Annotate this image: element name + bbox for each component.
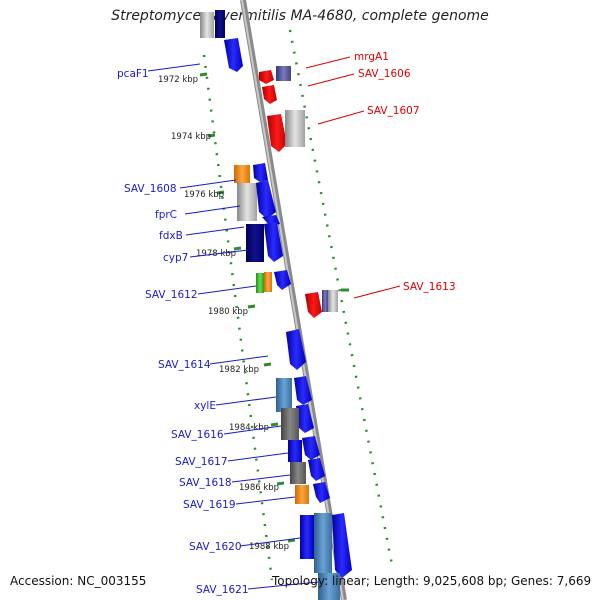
topology-label: Topology: linear; Length: 9,025,608 bp; … — [272, 574, 592, 588]
scale-label-1980: 1980 kbp — [208, 307, 248, 317]
gene-block-orange[interactable] — [264, 272, 272, 292]
label-connectors — [147, 56, 401, 590]
gene-label-pcaF1[interactable]: pcaF1 — [117, 68, 149, 80]
gene-label-fdxB[interactable]: fdxB — [159, 230, 183, 242]
scale-label-1986: 1986 kbp — [239, 483, 279, 493]
gene-arrow-fprC[interactable] — [256, 180, 276, 219]
gene-label-SAV_1621[interactable]: SAV_1621 — [196, 584, 249, 596]
gene-label-SAV_1620[interactable]: SAV_1620 — [189, 541, 242, 553]
gene-arrow[interactable] — [253, 163, 268, 182]
scale-label-1976: 1976 kbp — [184, 190, 224, 200]
gene-block[interactable] — [200, 12, 214, 38]
gene-block-SAV_1613b[interactable] — [328, 290, 338, 312]
gene-block-SAV_1616[interactable] — [281, 408, 299, 440]
gene-block-SAV_1619[interactable] — [295, 485, 309, 504]
gene-block-mrgA1[interactable] — [276, 66, 291, 81]
gene-arrow-SAV_1606[interactable] — [262, 85, 277, 104]
gene-label-mrgA1[interactable]: mrgA1 — [354, 51, 389, 63]
gene-block-SAV_1613[interactable] — [322, 290, 328, 312]
gene-arrow[interactable] — [296, 404, 314, 433]
gene-label-cyp7[interactable]: cyp7 — [163, 252, 188, 264]
gene-arrow-SAV_1620[interactable] — [332, 513, 352, 578]
gene-block[interactable] — [215, 10, 225, 38]
gene-block-SAV_1621[interactable] — [318, 573, 340, 600]
gene-arrow-SAV_1613[interactable] — [305, 292, 322, 318]
gene-arrow-SAV_1614[interactable] — [286, 329, 306, 370]
gene-label-SAV_1606[interactable]: SAV_1606 — [358, 68, 411, 80]
gene-label-SAV_1612[interactable]: SAV_1612 — [145, 289, 198, 301]
gene-block-cyp7[interactable] — [246, 224, 264, 262]
scale-label-1988: 1988 kbp — [249, 542, 289, 552]
gene-arrow-SAV_1617[interactable] — [302, 436, 320, 460]
gene-block-SAV_1618[interactable] — [290, 462, 306, 484]
gene-block-SAV_1607-grey[interactable] — [285, 110, 305, 147]
gene-label-xylE[interactable]: xylE — [194, 400, 216, 412]
gene-label-SAV_1618[interactable]: SAV_1618 — [179, 477, 232, 489]
gene-block-SAV_1608[interactable] — [237, 183, 257, 221]
gene-label-SAV_1617[interactable]: SAV_1617 — [175, 456, 228, 468]
gene-arrow-SAV_1612[interactable] — [274, 270, 291, 290]
gene-arrow[interactable] — [224, 38, 243, 72]
gene-arrow[interactable] — [313, 482, 330, 503]
gene-arrow-mrgA1[interactable] — [259, 70, 274, 84]
scale-label-1972: 1972 kbp — [158, 75, 198, 85]
gene-block-orange[interactable] — [234, 165, 250, 183]
gene-block-SAV_1620[interactable] — [300, 515, 314, 559]
scale-line-left — [202, 54, 274, 581]
gene-arrow[interactable] — [294, 376, 312, 405]
gene-block-green[interactable] — [256, 273, 264, 293]
scale-ticks — [199, 72, 349, 543]
scale-label-1984: 1984 kbp — [229, 423, 269, 433]
gene-label-SAV_1619[interactable]: SAV_1619 — [183, 499, 236, 511]
gene-label-fprC[interactable]: fprC — [155, 209, 177, 221]
backbone-highlight — [241, 0, 344, 600]
gene-label-SAV_1616[interactable]: SAV_1616 — [171, 429, 224, 441]
gene-label-SAV_1613[interactable]: SAV_1613 — [403, 281, 456, 293]
accession-label: Accession: NC_003155 — [10, 574, 147, 588]
scale-label-1982: 1982 kbp — [219, 365, 259, 375]
scale-label-1974: 1974 kbp — [171, 132, 211, 142]
gene-block-SAV_1617[interactable] — [288, 440, 302, 462]
gene-arrow-SAV_1607[interactable] — [267, 114, 287, 152]
gene-features — [200, 10, 352, 600]
gene-block-xylE[interactable] — [276, 378, 292, 412]
gene-arrow[interactable] — [308, 458, 325, 481]
gene-label-SAV_1607[interactable]: SAV_1607 — [367, 105, 420, 117]
gene-arrow[interactable] — [264, 222, 283, 262]
gene-label-SAV_1614[interactable]: SAV_1614 — [158, 359, 211, 371]
gene-block-SAV_1620b[interactable] — [314, 513, 332, 573]
gene-label-SAV_1608[interactable]: SAV_1608 — [124, 183, 177, 195]
